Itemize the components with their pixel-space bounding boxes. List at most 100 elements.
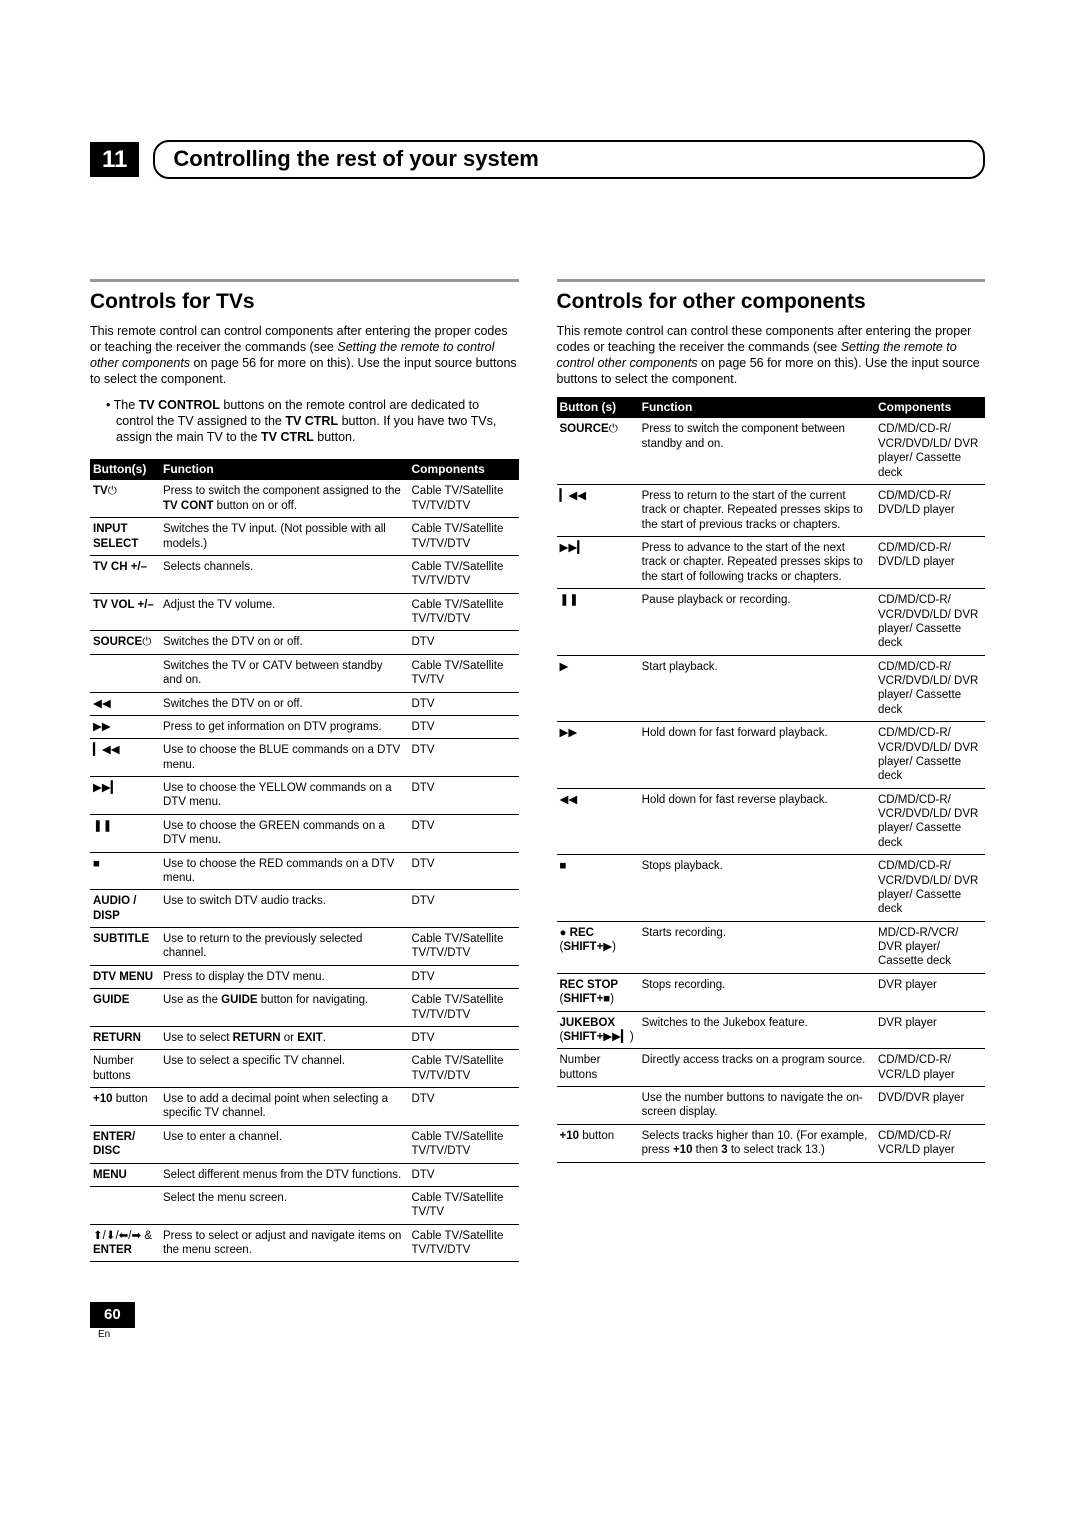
table-row: DTV MENUPress to display the DTV menu.DT… [90,965,519,988]
left-column: Controls for TVs This remote control can… [90,279,519,1263]
table-row: ■Stops playback.CD/MD/CD-R/ VCR/DVD/LD/ … [557,855,986,922]
cell-button: ▶▶▎ [90,777,160,815]
cell-function: Use to choose the RED commands on a DTV … [160,852,409,890]
section-title-other: Controls for other components [557,288,986,315]
cell-button: ❚❚ [90,814,160,852]
bullet-tv: The TV CONTROL buttons on the remote con… [106,397,519,445]
chapter-title: Controlling the rest of your system [173,146,539,171]
cell-components: CD/MD/CD-R/ VCR/DVD/LD/ DVR player/ Cass… [875,589,985,656]
table-row: ❚❚Use to choose the GREEN commands on a … [90,814,519,852]
table-row: TV VOL +/–Adjust the TV volume.Cable TV/… [90,593,519,631]
cell-button: AUDIO / DISP [90,890,160,928]
cell-components: DTV [409,965,519,988]
cell-components: DTV [409,890,519,928]
cell-function: Use as the GUIDE button for navigating. [160,989,409,1027]
cell-components: Cable TV/Satellite TV/TV/DTV [409,1125,519,1163]
chapter-number: 11 [90,142,139,177]
cell-components: CD/MD/CD-R/ DVD/LD player [875,484,985,536]
cell-button: ● REC (SHIFT+▶) [557,921,639,973]
cell-button: TV CH +/– [90,555,160,593]
table-row: ■Use to choose the RED commands on a DTV… [90,852,519,890]
cell-function: Use to choose the YELLOW commands on a D… [160,777,409,815]
intro-other: This remote control can control these co… [557,323,986,387]
cell-components: MD/CD-R/VCR/ DVR player/ Cassette deck [875,921,985,973]
cell-components: DVR player [875,973,985,1011]
cell-components: Cable TV/Satellite TV/TV/DTV [409,928,519,966]
cell-function: Switches the DTV on or off. [160,631,409,654]
cell-function: Use the number buttons to navigate the o… [639,1087,875,1125]
table-row: AUDIO / DISPUse to switch DTV audio trac… [90,890,519,928]
cell-components: Cable TV/Satellite TV/TV/DTV [409,989,519,1027]
cell-components: CD/MD/CD-R/ VCR/DVD/LD/ DVR player/ Cass… [875,722,985,789]
table-row: ◀◀Switches the DTV on or off.DTV [90,692,519,715]
cell-function: Select different menus from the DTV func… [160,1163,409,1186]
cell-button: SOURCE⏻ [90,631,160,654]
cell-function: Starts recording. [639,921,875,973]
cell-button: JUKEBOX (SHIFT+▶▶▎) [557,1011,639,1049]
cell-button: INPUT SELECT [90,518,160,556]
page-lang: En [98,1328,985,1341]
th-components: Components [409,459,519,481]
cell-button: ▶▶▎ [557,537,639,589]
cell-components: DTV [409,692,519,715]
cell-components: DVD/DVR player [875,1087,985,1125]
cell-button [90,654,160,692]
cell-button: DTV MENU [90,965,160,988]
table-row: +10 buttonSelects tracks higher than 10.… [557,1124,986,1162]
cell-button: ▎◀◀ [90,739,160,777]
cell-components: Cable TV/Satellite TV/TV/DTV [409,1224,519,1262]
table-row: ▶▶▎Press to advance to the start of the … [557,537,986,589]
cell-function: Press to display the DTV menu. [160,965,409,988]
th-function: Function [160,459,409,481]
table-row: SUBTITLEUse to return to the previously … [90,928,519,966]
cell-function: Stops playback. [639,855,875,922]
right-column: Controls for other components This remot… [557,279,986,1263]
cell-button: MENU [90,1163,160,1186]
cell-components: DTV [409,1088,519,1126]
cell-function: Use to enter a channel. [160,1125,409,1163]
cell-function: Directly access tracks on a program sour… [639,1049,875,1087]
cell-button: REC STOP (SHIFT+■) [557,973,639,1011]
cell-button: Number buttons [557,1049,639,1087]
table-row: MENUSelect different menus from the DTV … [90,1163,519,1186]
cell-components: CD/MD/CD-R/ VCR/DVD/LD/ DVR player/ Cass… [875,655,985,722]
cell-button: ◀◀ [557,788,639,855]
intro-tv: This remote control can control componen… [90,323,519,387]
table-row: TV CH +/–Selects channels.Cable TV/Satel… [90,555,519,593]
cell-button: Number buttons [90,1050,160,1088]
table-row: ENTER/ DISCUse to enter a channel.Cable … [90,1125,519,1163]
section-bar [557,279,986,282]
table-row: ▎◀◀Use to choose the BLUE commands on a … [90,739,519,777]
cell-function: Press to select or adjust and navigate i… [160,1224,409,1262]
chapter-title-wrap: Controlling the rest of your system [153,140,985,179]
table-row: JUKEBOX (SHIFT+▶▶▎)Switches to the Jukeb… [557,1011,986,1049]
cell-components: CD/MD/CD-R/ VCR/DVD/LD/ DVR player/ Cass… [875,418,985,484]
page-footer: 60 En [90,1262,985,1341]
table-row: Use the number buttons to navigate the o… [557,1087,986,1125]
table-row: ❚❚Pause playback or recording.CD/MD/CD-R… [557,589,986,656]
th-button: Button (s) [557,397,639,419]
cell-button: GUIDE [90,989,160,1027]
cell-components: DTV [409,715,519,738]
cell-components: CD/MD/CD-R/ DVD/LD player [875,537,985,589]
cell-function: Switches the TV input. (Not possible wit… [160,518,409,556]
cell-button: SOURCE⏻ [557,418,639,484]
table-row: Switches the TV or CATV between standby … [90,654,519,692]
cell-button: +10 button [557,1124,639,1162]
cell-function: Use to add a decimal point when selectin… [160,1088,409,1126]
cell-components: DTV [409,814,519,852]
cell-button: ▶ [557,655,639,722]
cell-function: Use to select a specific TV channel. [160,1050,409,1088]
section-bar [90,279,519,282]
cell-function: Use to select RETURN or EXIT. [160,1026,409,1049]
cell-button: ▎◀◀ [557,484,639,536]
table-row: INPUT SELECTSwitches the TV input. (Not … [90,518,519,556]
cell-components: CD/MD/CD-R/ VCR/LD player [875,1049,985,1087]
table-row: SOURCE⏻Switches the DTV on or off.DTV [90,631,519,654]
page-number: 60 [90,1302,135,1328]
cell-components: Cable TV/Satellite TV/TV/DTV [409,518,519,556]
cell-button: ❚❚ [557,589,639,656]
cell-function: Selects channels. [160,555,409,593]
cell-components: CD/MD/CD-R/ VCR/DVD/LD/ DVR player/ Cass… [875,855,985,922]
cell-components: Cable TV/Satellite TV/TV/DTV [409,1050,519,1088]
